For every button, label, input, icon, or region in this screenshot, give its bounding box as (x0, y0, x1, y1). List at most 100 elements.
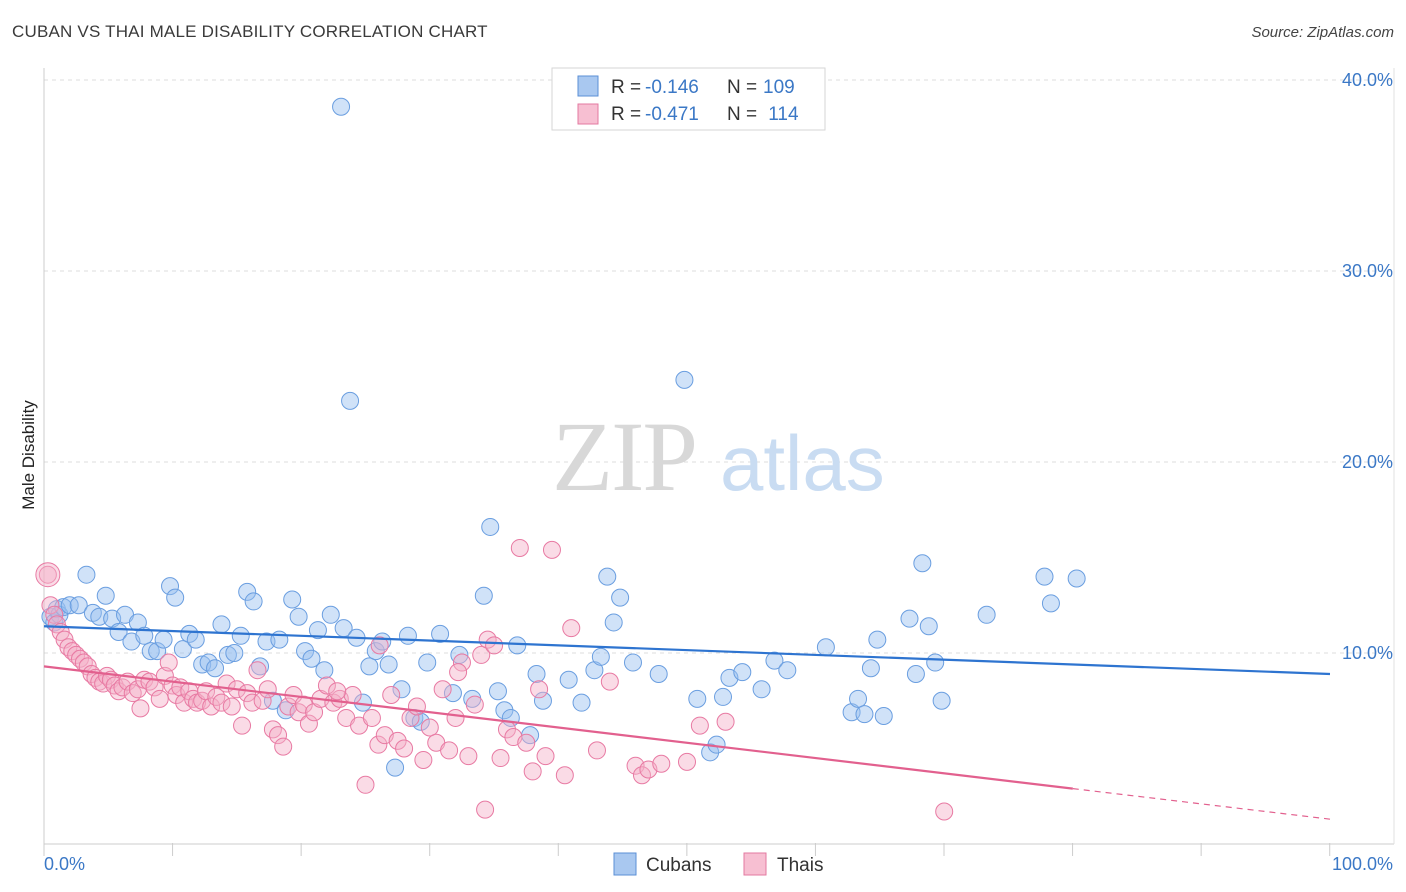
point-cubans (386, 758, 405, 777)
point-thais (207, 687, 226, 706)
point-thais (299, 714, 318, 733)
point-cubans (411, 712, 430, 731)
point-cubans (752, 680, 771, 699)
point-thais (343, 686, 362, 705)
point-thais (369, 735, 388, 754)
legend-bottom: Cubans Thais (613, 852, 823, 876)
point-thais (193, 691, 212, 710)
point-cubans (533, 691, 552, 710)
point-cubans (874, 707, 893, 726)
point-thais (555, 766, 574, 785)
point-thais (652, 754, 671, 773)
point-thais (459, 747, 478, 766)
legend-n-value-cubans: 109 (763, 77, 795, 98)
point-cubans (166, 588, 185, 607)
point-thais (382, 686, 401, 705)
legend-swatch-thais (577, 103, 599, 125)
point-thais (600, 672, 619, 691)
point-cubans (379, 655, 398, 674)
point-cubans (559, 670, 578, 689)
point-cubans (1067, 569, 1086, 588)
point-cubans (623, 653, 642, 672)
y-axis-label: Male Disability (19, 400, 38, 510)
trend-thais (43, 665, 1073, 790)
watermark-atlas: atlas (720, 419, 885, 507)
point-cubans (495, 701, 514, 720)
point-cubans (604, 613, 623, 632)
legend-bottom-label-cubans: Cubans (646, 855, 712, 876)
point-thais (523, 762, 542, 781)
point-thais (414, 750, 433, 769)
watermark: ZIP atlas (552, 401, 885, 512)
point-thais (485, 636, 504, 655)
point-cubans (154, 630, 173, 649)
point-cubans (238, 582, 257, 601)
legend-bottom-swatch-thais (743, 852, 767, 876)
point-thais (150, 689, 169, 708)
trend-cubans (43, 625, 1331, 676)
point-cubans (765, 651, 784, 670)
point-cubans (816, 638, 835, 657)
point-thais (212, 693, 231, 712)
legend-r-label-cubans: R = (611, 77, 641, 98)
point-cubans (913, 554, 932, 573)
point-thais (935, 802, 954, 821)
point-thais (269, 726, 288, 745)
point-cubans (443, 684, 462, 703)
point-thais (258, 680, 277, 699)
point-cubans (418, 653, 437, 672)
point-cubans (474, 586, 493, 605)
point-cubans (849, 689, 868, 708)
point-cubans (855, 705, 874, 724)
point-thais (233, 716, 252, 735)
point-cubans (69, 596, 88, 615)
point-cubans (598, 567, 617, 586)
point-cubans (733, 663, 752, 682)
point-thais (433, 680, 452, 699)
point-thais (420, 718, 439, 737)
chart-source: Source: ZipAtlas.com (1251, 24, 1394, 41)
point-cubans (926, 653, 945, 672)
point-thais (452, 653, 471, 672)
legend-r-value-cubans: -0.146 (645, 77, 699, 98)
legend-r-value-thais: -0.471 (645, 104, 699, 125)
point-cubans (186, 630, 205, 649)
point-thais (263, 720, 282, 739)
legend-n-label-thais: N = (727, 104, 757, 125)
series-thais (38, 538, 954, 821)
point-cubans (96, 586, 115, 605)
point-thais (716, 712, 735, 731)
point-thais (279, 697, 298, 716)
point-cubans (919, 617, 938, 636)
point-cubans (332, 97, 351, 116)
point-cubans (212, 615, 231, 634)
point-cubans (135, 626, 154, 645)
point-thais (328, 682, 347, 701)
point-cubans (906, 665, 925, 684)
point-thais (690, 716, 709, 735)
point-cubans (714, 687, 733, 706)
point-thais (159, 653, 178, 672)
watermark-zip: ZIP (552, 401, 696, 512)
data-points (35, 97, 1086, 821)
point-cubans (141, 642, 160, 661)
point-thais (510, 538, 529, 557)
y-tick-label: 20.0% (1342, 452, 1393, 472)
point-cubans (289, 607, 308, 626)
point-thais (113, 678, 132, 697)
legend-n-label-cubans: N = (727, 77, 757, 98)
point-thais (472, 645, 491, 664)
point-thais (562, 619, 581, 638)
point-cubans (611, 588, 630, 607)
point-cubans (861, 659, 880, 678)
point-thais (536, 747, 555, 766)
point-cubans (161, 577, 180, 596)
point-thais (678, 752, 696, 771)
series-cubans (41, 97, 1086, 777)
point-cubans (173, 640, 192, 659)
point-thais (202, 697, 221, 716)
point-cubans (398, 626, 417, 645)
point-thais (222, 697, 241, 716)
point-cubans (1041, 594, 1060, 613)
point-cubans (868, 630, 887, 649)
